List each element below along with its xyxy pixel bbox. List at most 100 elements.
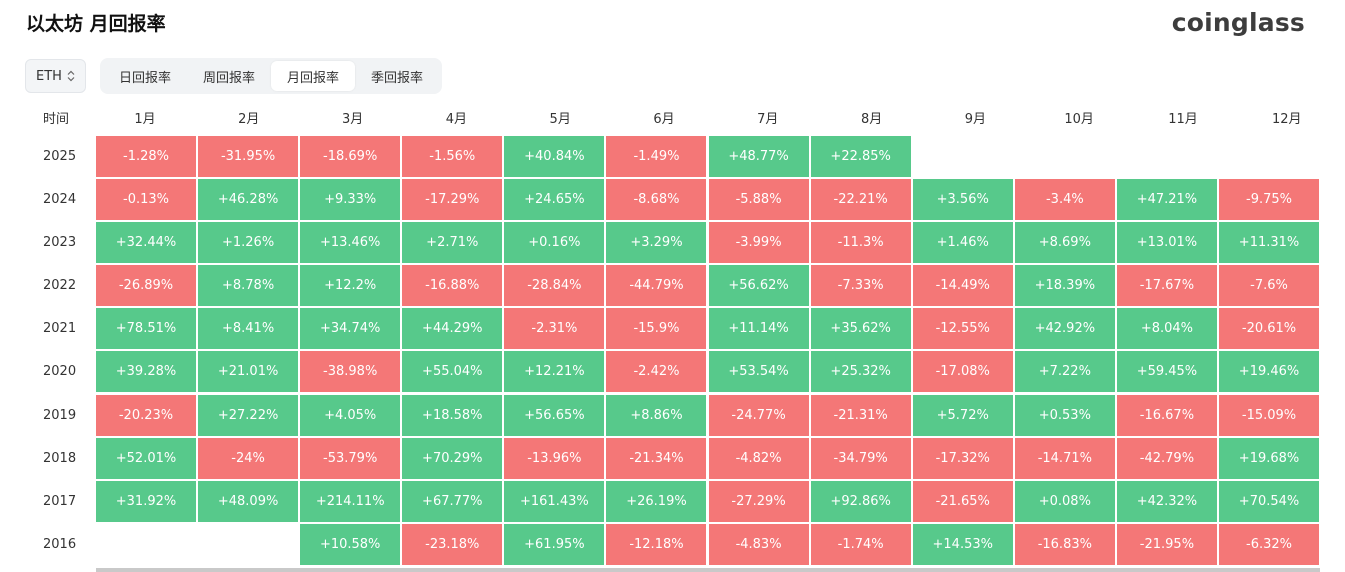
return-cell[interactable]: +4.05% (300, 394, 401, 436)
return-cell[interactable]: -9.75% (1219, 179, 1320, 221)
return-cell[interactable]: -15.9% (606, 308, 707, 350)
return-cell[interactable]: +2.71% (402, 222, 503, 264)
return-cell[interactable]: +13.46% (300, 222, 401, 264)
return-cell[interactable]: -6.32% (1219, 523, 1320, 565)
return-cell[interactable]: -13.96% (504, 437, 605, 479)
return-cell[interactable]: +25.32% (810, 351, 911, 393)
return-cell[interactable]: +8.41% (198, 308, 299, 350)
return-cell[interactable]: -11.3% (810, 222, 911, 264)
return-cell[interactable]: -26.89% (96, 265, 196, 307)
return-cell[interactable]: +53.54% (708, 351, 809, 393)
return-cell[interactable]: -23.18% (402, 523, 503, 565)
return-cell[interactable]: +12.2% (300, 265, 401, 307)
tab-weekly-return[interactable]: 周回报率 (203, 70, 256, 86)
return-cell[interactable]: -20.23% (96, 394, 196, 436)
return-cell[interactable]: +22.85% (810, 136, 911, 177)
return-cell[interactable]: -1.49% (606, 136, 707, 177)
return-cell[interactable]: -3.99% (708, 222, 809, 264)
return-cell[interactable]: +0.53% (1014, 394, 1115, 436)
return-cell[interactable]: +70.54% (1219, 480, 1320, 522)
coinglass-logo[interactable]: coinglass (1171, 8, 1305, 37)
return-cell[interactable]: +10.58% (300, 523, 401, 565)
return-cell[interactable]: +48.77% (708, 136, 809, 177)
return-cell[interactable]: +56.65% (504, 394, 605, 436)
return-cell[interactable]: -16.67% (1116, 394, 1217, 436)
return-cell[interactable]: +9.33% (300, 179, 401, 221)
tab-monthly-return[interactable]: 月回报率 (271, 61, 356, 91)
return-cell[interactable]: -17.29% (402, 179, 503, 221)
return-cell[interactable]: +92.86% (810, 480, 911, 522)
return-cell[interactable]: -42.79% (1116, 437, 1217, 479)
return-cell[interactable]: +27.22% (198, 394, 299, 436)
return-cell[interactable]: +13.01% (1116, 222, 1217, 264)
return-cell[interactable]: -1.56% (402, 136, 503, 177)
return-cell[interactable]: +34.74% (300, 308, 401, 350)
return-cell[interactable]: -2.31% (504, 308, 605, 350)
return-cell[interactable]: -16.88% (402, 265, 503, 307)
return-cell[interactable]: -22.21% (810, 179, 911, 221)
return-cell[interactable]: +67.77% (402, 480, 503, 522)
return-cell[interactable]: -31.95% (198, 136, 299, 177)
return-cell[interactable]: +31.92% (96, 480, 196, 522)
return-cell[interactable]: +14.53% (912, 523, 1013, 565)
return-cell[interactable]: -24.77% (708, 394, 809, 436)
return-cell[interactable]: +39.28% (96, 351, 196, 393)
return-cell[interactable]: -2.42% (606, 351, 707, 393)
return-cell[interactable]: -17.08% (912, 351, 1013, 393)
return-cell[interactable]: +8.69% (1014, 222, 1115, 264)
return-cell[interactable]: -44.79% (606, 265, 707, 307)
return-cell[interactable]: -7.33% (810, 265, 911, 307)
return-cell[interactable]: +42.32% (1116, 480, 1217, 522)
horizontal-scrollbar[interactable] (96, 568, 1320, 572)
return-cell[interactable]: -17.67% (1116, 265, 1217, 307)
return-cell[interactable]: +26.19% (606, 480, 707, 522)
return-cell[interactable]: -1.28% (96, 136, 196, 177)
return-cell[interactable]: +35.62% (810, 308, 911, 350)
asset-select[interactable]: ETH (25, 59, 86, 93)
return-cell[interactable]: -15.09% (1219, 394, 1320, 436)
return-cell[interactable]: -12.55% (912, 308, 1013, 350)
return-cell[interactable]: +47.21% (1116, 179, 1217, 221)
return-cell[interactable]: +61.95% (504, 523, 605, 565)
return-cell[interactable]: +19.68% (1219, 437, 1320, 479)
return-cell[interactable]: +214.11% (300, 480, 401, 522)
return-cell[interactable]: -16.83% (1014, 523, 1115, 565)
return-cell[interactable]: +161.43% (504, 480, 605, 522)
tab-quarterly-return[interactable]: 季回报率 (371, 70, 424, 86)
return-cell[interactable]: -34.79% (810, 437, 911, 479)
return-cell[interactable]: -18.69% (300, 136, 401, 177)
return-cell[interactable]: -21.34% (606, 437, 707, 479)
return-cell[interactable]: +11.14% (708, 308, 809, 350)
return-cell[interactable]: +56.62% (708, 265, 809, 307)
return-cell[interactable]: +7.22% (1014, 351, 1115, 393)
return-cell[interactable]: +46.28% (198, 179, 299, 221)
return-cell[interactable]: +1.46% (912, 222, 1013, 264)
return-cell[interactable]: -38.98% (300, 351, 401, 393)
return-cell[interactable]: +1.26% (198, 222, 299, 264)
return-cell[interactable]: +12.21% (504, 351, 605, 393)
return-cell[interactable]: +3.56% (912, 179, 1013, 221)
return-cell[interactable]: -4.82% (708, 437, 809, 479)
return-cell[interactable]: -21.65% (912, 480, 1013, 522)
return-cell[interactable]: -1.74% (810, 523, 911, 565)
return-cell[interactable]: -3.4% (1014, 179, 1115, 221)
return-cell[interactable]: +0.16% (504, 222, 605, 264)
return-cell[interactable]: +8.78% (198, 265, 299, 307)
return-cell[interactable]: -21.31% (810, 394, 911, 436)
return-cell[interactable]: +8.04% (1116, 308, 1217, 350)
return-cell[interactable]: +42.92% (1014, 308, 1115, 350)
return-cell[interactable]: +8.86% (606, 394, 707, 436)
return-cell[interactable]: -5.88% (708, 179, 809, 221)
return-cell[interactable]: -17.32% (912, 437, 1013, 479)
return-cell[interactable]: +21.01% (198, 351, 299, 393)
return-cell[interactable]: -14.49% (912, 265, 1013, 307)
return-cell[interactable]: -7.6% (1219, 265, 1320, 307)
return-cell[interactable]: +48.09% (198, 480, 299, 522)
return-cell[interactable]: -20.61% (1219, 308, 1320, 350)
return-cell[interactable]: +44.29% (402, 308, 503, 350)
return-cell[interactable]: +18.39% (1014, 265, 1115, 307)
return-cell[interactable]: +5.72% (912, 394, 1013, 436)
return-cell[interactable]: -0.13% (96, 179, 196, 221)
return-cell[interactable]: +40.84% (504, 136, 605, 177)
return-cell[interactable]: -8.68% (606, 179, 707, 221)
